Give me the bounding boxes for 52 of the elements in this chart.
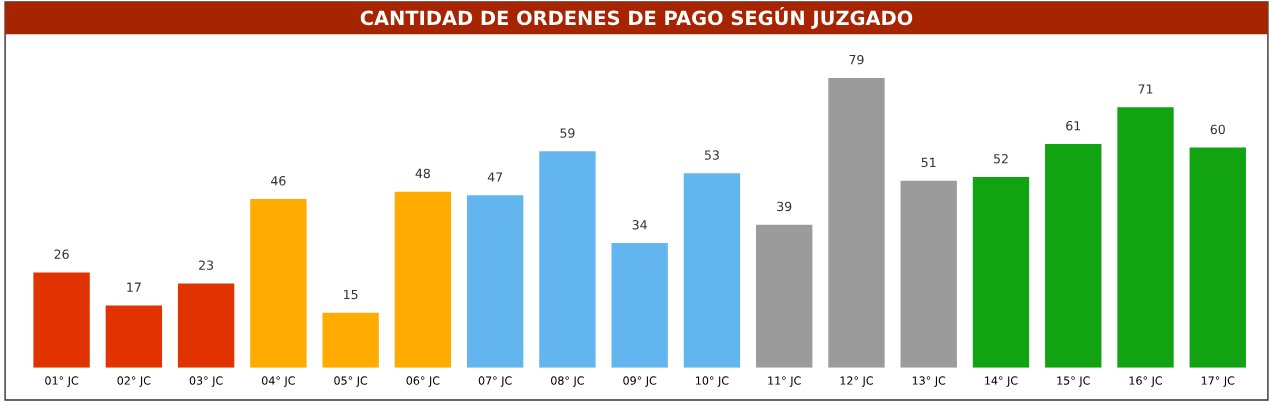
bar (322, 312, 379, 368)
bar (105, 305, 163, 368)
data-label: 61 (1066, 120, 1081, 131)
x-tick-label: 08° JC (551, 376, 584, 387)
data-label: 23 (199, 260, 214, 270)
chart-title: CANTIDAD DE ORDENES DE PAGO SEGÚN JUZGADO (360, 7, 913, 29)
bar (250, 199, 307, 368)
data-label: 60 (1210, 124, 1225, 135)
bar (466, 195, 524, 368)
bar (177, 283, 235, 368)
x-tick-label: 04° JC (261, 376, 295, 387)
bar (1045, 143, 1102, 368)
data-label: 59 (560, 128, 575, 138)
bar (756, 224, 813, 368)
bar (900, 180, 957, 368)
data-label: 71 (1138, 84, 1153, 94)
x-tick-label: 03° JC (189, 376, 223, 387)
x-tick-label: 01° JC (45, 376, 79, 387)
x-tick-label: 15° JC (1057, 376, 1090, 387)
bar (1117, 107, 1174, 368)
x-tick-label: 13° JC (912, 376, 946, 387)
x-tick-label: 16° JC (1129, 376, 1163, 387)
bar (33, 272, 90, 368)
data-label: 17 (127, 282, 141, 292)
data-label: 46 (271, 176, 286, 186)
data-label: 39 (777, 201, 792, 212)
x-tick-label: 09° JC (623, 376, 657, 387)
bar (1189, 147, 1246, 368)
bar (683, 173, 741, 368)
x-tick-label: 12° JC (840, 376, 873, 387)
data-label: 79 (849, 54, 864, 65)
data-label: 26 (54, 249, 69, 259)
data-label: 48 (415, 168, 430, 179)
bar (611, 243, 668, 368)
data-label: 34 (632, 220, 647, 230)
x-tick-label: 10° JC (696, 376, 729, 387)
data-label: 47 (487, 172, 503, 182)
bar (539, 151, 596, 368)
data-label: 15 (344, 289, 358, 300)
x-tick-label: 14° JC (985, 376, 1018, 387)
x-tick-label: 11° JC (768, 376, 801, 387)
bar (972, 176, 1030, 368)
x-tick-label: 06° JC (406, 376, 440, 387)
x-tick-label: 05° JC (334, 376, 368, 387)
data-label: 53 (704, 150, 719, 160)
data-label: 52 (994, 154, 1008, 164)
x-tick-label: 02° JC (117, 376, 151, 387)
data-label: 51 (921, 157, 936, 168)
bar (394, 191, 452, 368)
x-tick-label: 17° JC (1201, 376, 1235, 387)
bar (828, 77, 885, 368)
x-tick-label: 07° JC (478, 376, 512, 387)
